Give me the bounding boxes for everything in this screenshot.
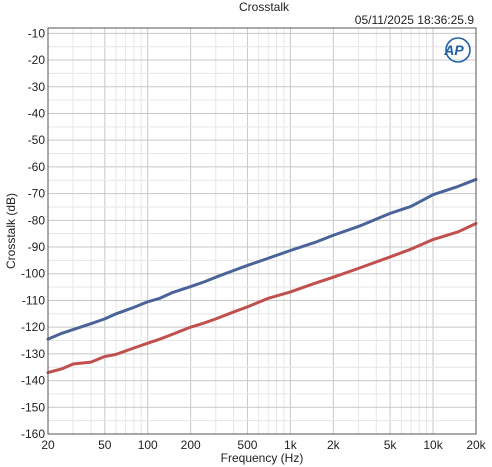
x-tick-label: 100 bbox=[138, 438, 158, 452]
x-tick-label: 200 bbox=[181, 438, 201, 452]
series-line-1 bbox=[46, 177, 478, 341]
y-tick-label: -110 bbox=[22, 293, 45, 307]
plot-frame bbox=[47, 27, 477, 435]
y-tick-label: -30 bbox=[28, 80, 46, 94]
ap-logo: AP bbox=[443, 37, 471, 63]
plot-area bbox=[48, 28, 476, 434]
y-tick-label: -90 bbox=[28, 240, 46, 254]
ap-logo-text: AP bbox=[443, 42, 464, 58]
ap-logo-ring-icon bbox=[445, 37, 471, 63]
y-tick-label: -60 bbox=[28, 160, 46, 174]
y-tick-label: -40 bbox=[28, 106, 46, 120]
chart-title: Crosstalk bbox=[239, 0, 290, 14]
series-line-2 bbox=[46, 222, 478, 375]
chart-timestamp: 05/11/2025 18:36:25.9 bbox=[355, 13, 475, 27]
y-tick-label: -150 bbox=[21, 400, 45, 414]
x-tick-labels: 20 50 100 200 500 1k 2k 5k 10k 20k bbox=[41, 438, 486, 452]
y-tick-label: -120 bbox=[21, 320, 45, 334]
x-tick-label: 1k bbox=[284, 438, 298, 452]
x-tick-label: 50 bbox=[98, 438, 112, 452]
x-tick-label: 20k bbox=[466, 438, 486, 452]
y-tick-label: -20 bbox=[28, 53, 46, 67]
y-tick-label: -130 bbox=[21, 347, 45, 361]
x-tick-label: 500 bbox=[237, 438, 257, 452]
y-axis-title: Crosstalk (dB) bbox=[4, 193, 18, 269]
grid-lines bbox=[48, 28, 476, 434]
x-tick-label: 10k bbox=[423, 438, 443, 452]
y-tick-labels: -10 -20 -30 -40 -50 -60 -70 -80 -90 -100 -110 -120 -… bbox=[21, 26, 45, 441]
x-axis-title: Frequency (Hz) bbox=[221, 451, 304, 465]
y-tick-label: -10 bbox=[28, 26, 46, 40]
x-tick-label: 20 bbox=[41, 438, 55, 452]
series-lines bbox=[46, 177, 478, 375]
y-tick-label: -80 bbox=[28, 213, 46, 227]
y-tick-label: -70 bbox=[28, 187, 46, 201]
x-tick-label: 5k bbox=[384, 438, 398, 452]
y-tick-label: -160 bbox=[21, 427, 45, 441]
x-tick-label: 2k bbox=[327, 438, 341, 452]
y-tick-label: -100 bbox=[21, 267, 45, 281]
y-tick-label: -140 bbox=[21, 374, 45, 388]
y-tick-label: -50 bbox=[28, 133, 46, 147]
